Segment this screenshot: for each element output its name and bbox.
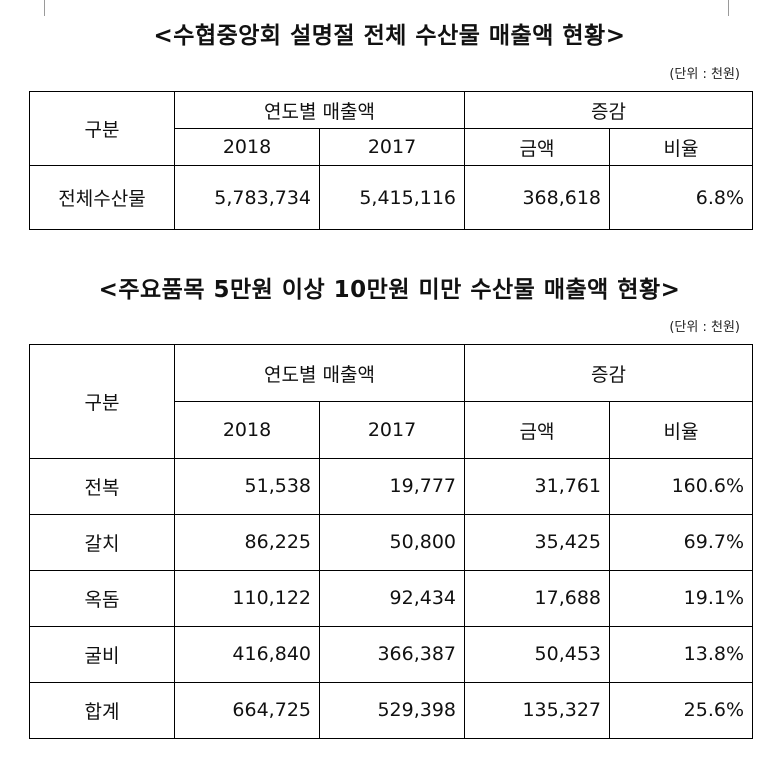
header-year-2017: 2017 [318, 128, 466, 166]
header-sales-by-year: 연도별 매출액 [173, 91, 466, 129]
header-ratio: 비율 [609, 128, 754, 166]
table-row: 갈치 86,225 50,800 35,425 69.7% [29, 513, 754, 571]
row-label: 굴비 [29, 625, 175, 683]
table-row: 전복 51,538 19,777 31,761 160.6% [29, 458, 754, 515]
row-label: 전체수산물 [29, 165, 175, 230]
cell-2017: 50,800 [318, 513, 466, 571]
table2-unit-note: (단위 : 천원) [669, 320, 740, 335]
cell-amount: 35,425 [464, 513, 611, 571]
cell-ratio: 6.8% [609, 165, 754, 230]
cell-ratio: 19.1% [609, 569, 754, 627]
cell-2018: 416,840 [174, 625, 320, 683]
cell-2017: 366,387 [318, 625, 466, 683]
page-corner-mark-right [728, 0, 737, 16]
cell-amount: 135,327 [464, 681, 611, 740]
cell-ratio: 13.8% [609, 625, 754, 683]
header-change: 증감 [464, 91, 754, 129]
header-category: 구분 [29, 344, 175, 459]
total-seafood-sales-table: 구분 연도별 매출액 증감 2018 2017 금액 비율 전체수산물 5,78… [29, 91, 754, 230]
table-row: 전체수산물 5,783,734 5,415,116 368,618 6.8% [29, 165, 754, 230]
cell-amount: 31,761 [464, 458, 611, 515]
header-year-2018: 2018 [174, 128, 320, 166]
cell-2018: 664,725 [174, 681, 320, 740]
cell-amount: 17,688 [464, 569, 611, 627]
table-row: 옥돔 110,122 92,434 17,688 19.1% [29, 569, 754, 627]
row-label: 전복 [29, 458, 175, 515]
table-header-row: 구분 연도별 매출액 증감 [29, 344, 754, 459]
cell-2017: 529,398 [318, 681, 466, 740]
header-amount: 금액 [464, 128, 611, 166]
header-year-2017: 2017 [318, 401, 466, 459]
cell-ratio: 160.6% [609, 458, 754, 515]
table-subheader-row: 2018 2017 금액 비율 [30, 401, 754, 459]
table1-title: <수협중앙회 설명절 전체 수산물 매출액 현황> [153, 23, 626, 49]
cell-2018: 86,225 [174, 513, 320, 571]
header-category: 구분 [29, 91, 175, 166]
cell-ratio: 25.6% [609, 681, 754, 740]
header-sales-by-year: 연도별 매출액 [173, 344, 466, 402]
table-subheader-row: 2018 2017 금액 비율 [30, 128, 754, 166]
row-label: 옥돔 [29, 569, 175, 627]
row-label: 합계 [29, 681, 175, 740]
cell-2017: 92,434 [318, 569, 466, 627]
table2-title: <주요품목 5만원 이상 10만원 미만 수산물 매출액 현황> [98, 277, 681, 303]
cell-ratio: 69.7% [609, 513, 754, 571]
header-amount: 금액 [464, 401, 611, 459]
cell-2017: 5,415,116 [318, 165, 466, 230]
table-total-row: 합계 664,725 529,398 135,327 25.6% [29, 681, 754, 740]
table1-unit-note: (단위 : 천원) [669, 67, 740, 82]
table-row: 굴비 416,840 366,387 50,453 13.8% [29, 625, 754, 683]
table-header-row: 구분 연도별 매출액 증감 [29, 91, 754, 166]
header-year-2018: 2018 [174, 401, 320, 459]
cell-2018: 110,122 [174, 569, 320, 627]
header-ratio: 비율 [609, 401, 754, 459]
cell-amount: 50,453 [464, 625, 611, 683]
cell-amount: 368,618 [464, 165, 611, 230]
cell-2017: 19,777 [318, 458, 466, 515]
cell-2018: 5,783,734 [174, 165, 320, 230]
page-corner-mark-left [36, 0, 45, 16]
header-change: 증감 [464, 344, 754, 402]
row-label: 갈치 [29, 513, 175, 571]
cell-2018: 51,538 [174, 458, 320, 515]
major-items-sales-table: 구분 연도별 매출액 증감 2018 2017 금액 비율 전복 51,538 … [29, 344, 754, 740]
